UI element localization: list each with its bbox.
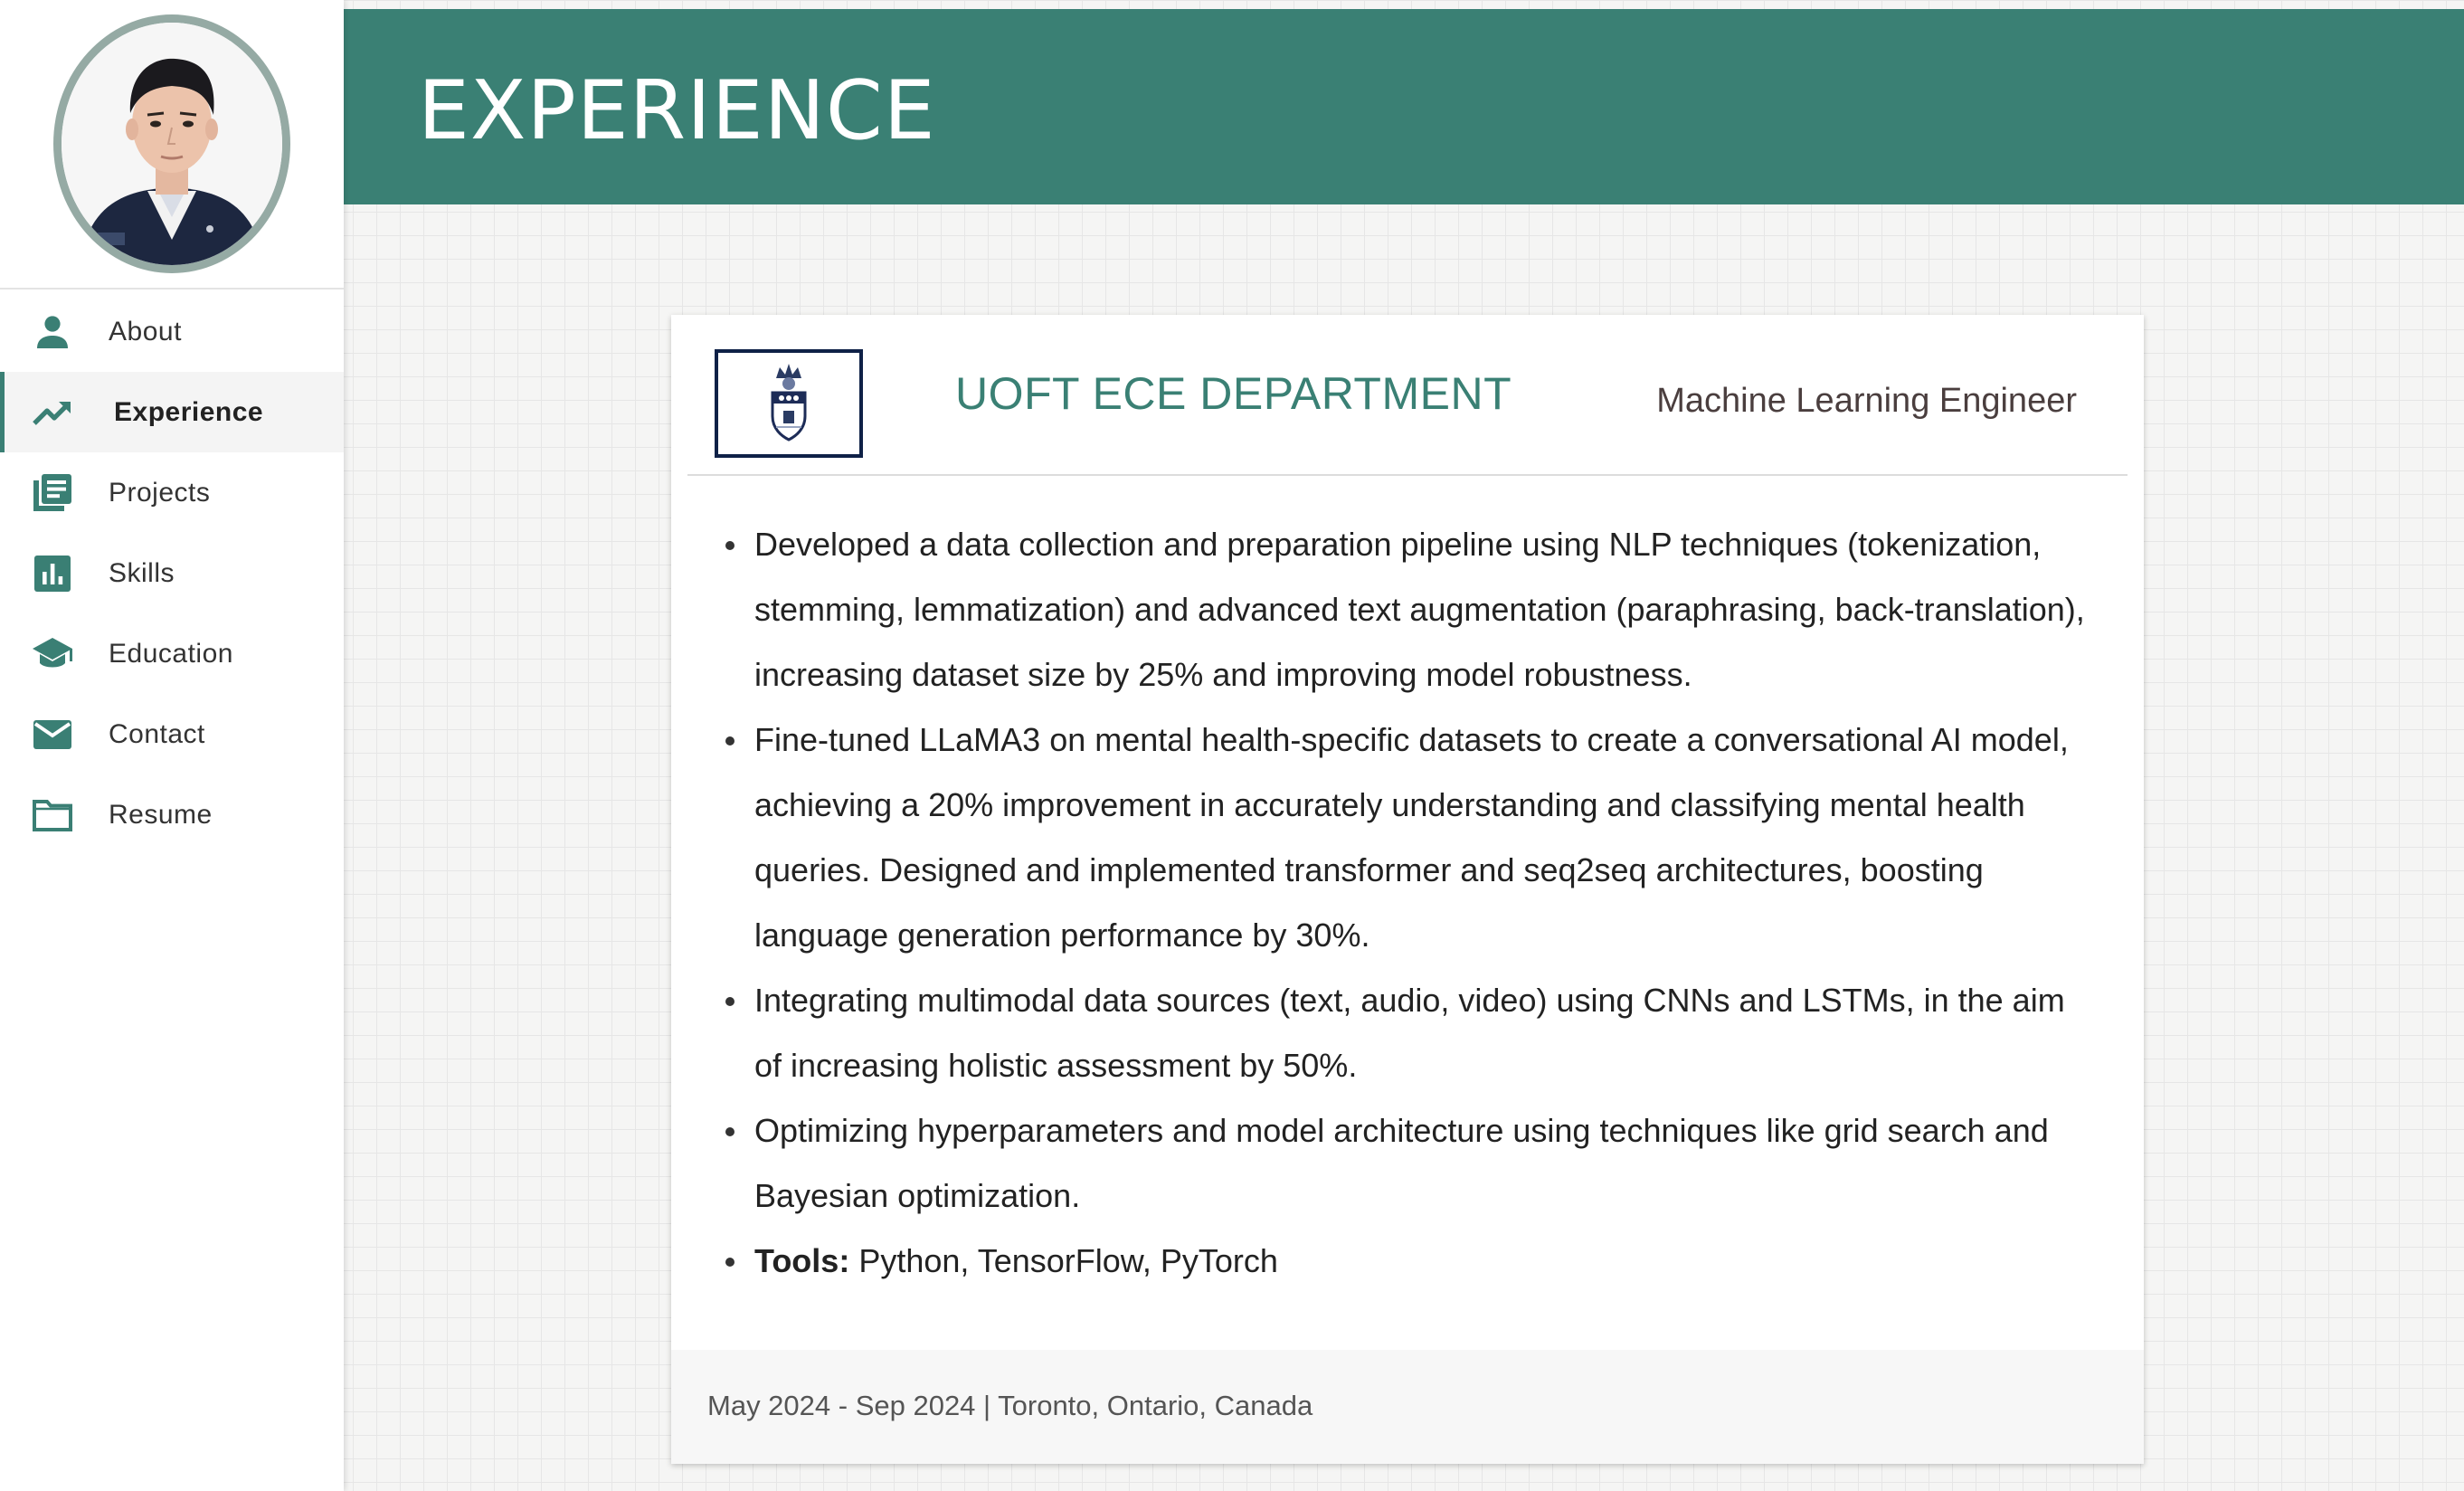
experience-card-header: UOFT ECE DEPARTMENT Machine Learning Eng… [687,315,2128,476]
list-item: Optimizing hyperparameters and model arc… [722,1098,2093,1229]
sidebar-item-about[interactable]: About [0,291,344,372]
sidebar-item-label: Resume [109,799,213,830]
tools-value: Python, TensorFlow, PyTorch [849,1242,1278,1279]
tools-item: Tools: Python, TensorFlow, PyTorch [722,1229,2093,1294]
tools-label: Tools: [754,1242,850,1279]
library-books-icon [29,470,80,516]
list-item: Integrating multimodal data sources (tex… [722,968,2093,1098]
organization-name: UOFT ECE DEPARTMENT [955,368,1512,419]
sidebar-item-contact[interactable]: Contact [0,694,344,774]
page-title: EXPERIENCE [418,63,936,158]
list-item: Developed a data collection and preparat… [722,512,2093,708]
bar-chart-icon [29,551,80,596]
sidebar-item-label: Education [109,638,233,669]
folder-icon [29,793,80,838]
person-icon [29,309,80,355]
experience-card: UOFT ECE DEPARTMENT Machine Learning Eng… [671,315,2144,1464]
avatar-container [0,0,344,290]
sidebar-item-label: Experience [114,396,264,427]
sidebar-item-resume[interactable]: Resume [0,774,344,855]
sidebar-item-label: About [109,316,182,347]
sidebar-nav: About Experience Projects Skills [0,290,344,855]
trending-up-icon [29,390,80,435]
sidebar-item-skills[interactable]: Skills [0,533,344,613]
sidebar: About Experience Projects Skills [0,0,344,1491]
profile-photo [62,23,282,265]
date-location: May 2024 - Sep 2024 | Toronto, Ontario, … [707,1390,1313,1421]
sidebar-item-label: Skills [109,557,175,588]
sidebar-item-label: Projects [109,477,211,508]
sidebar-item-experience[interactable]: Experience [0,372,344,452]
page-header: EXPERIENCE [344,9,2464,204]
mail-icon [29,712,80,757]
job-title: Machine Learning Engineer [1656,382,2077,420]
crest-icon [771,364,807,442]
graduation-cap-icon [29,632,80,677]
list-item: Fine-tuned LLaMA3 on mental health-speci… [722,708,2093,968]
experience-bullets: Developed a data collection and preparat… [671,476,2144,1294]
sidebar-item-education[interactable]: Education [0,613,344,694]
organization-logo [715,349,863,458]
avatar [53,14,290,273]
sidebar-item-projects[interactable]: Projects [0,452,344,533]
experience-card-footer: May 2024 - Sep 2024 | Toronto, Ontario, … [671,1350,2144,1464]
sidebar-item-label: Contact [109,718,205,749]
